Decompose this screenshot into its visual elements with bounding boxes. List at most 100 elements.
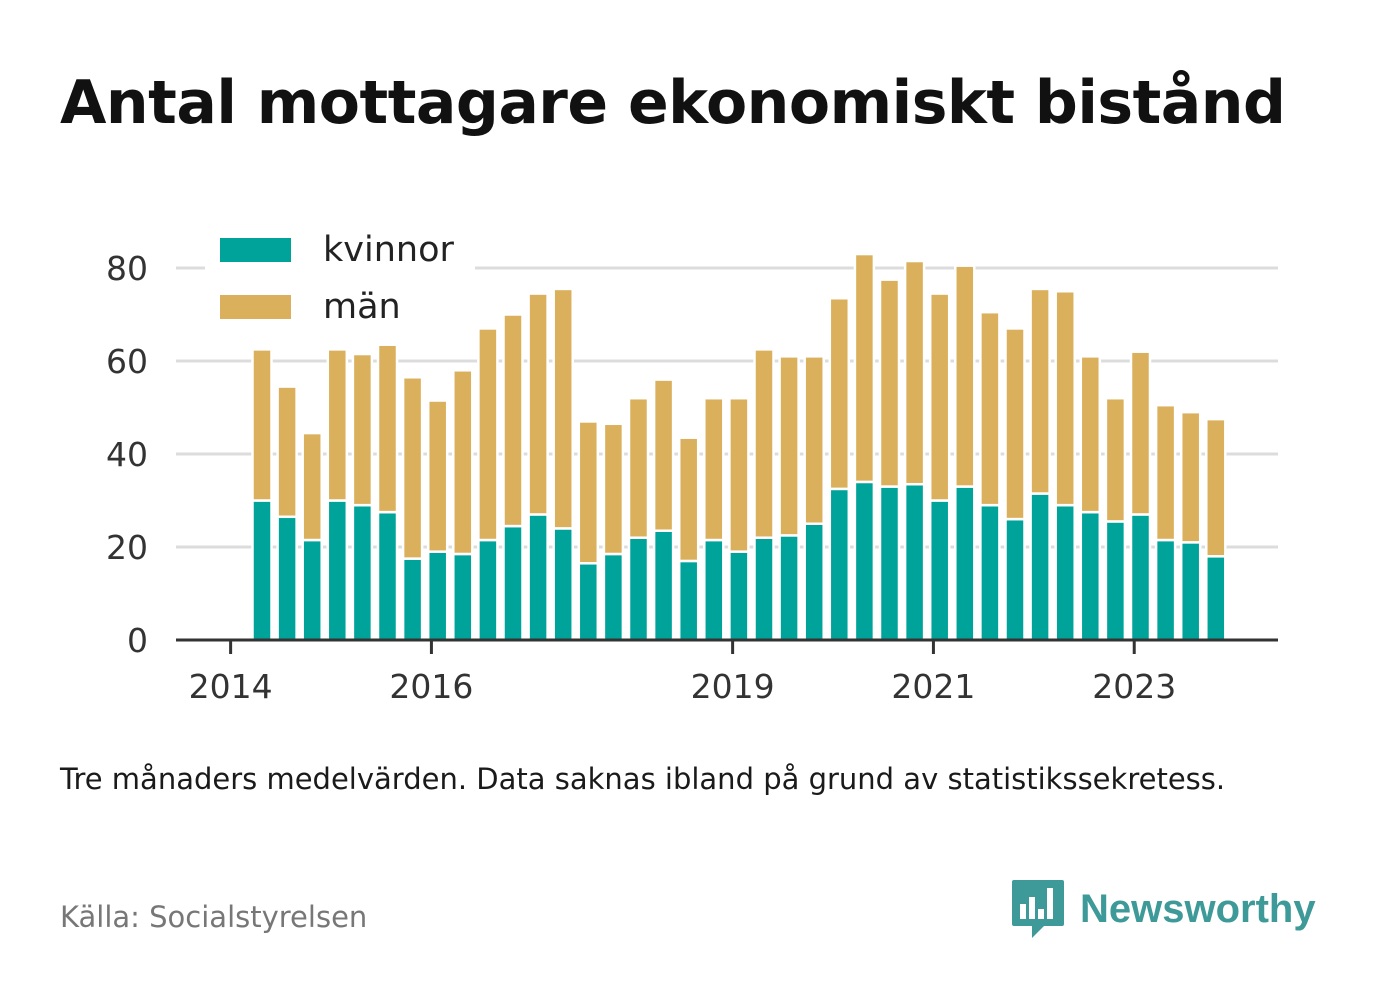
- bar-segment-kvinnor: [753, 536, 775, 642]
- bar-segment-kvinnor: [251, 499, 273, 642]
- bar-segment-kvinnor: [853, 480, 876, 642]
- bar-segment-kvinnor: [1179, 541, 1202, 642]
- bar-segment-man: [1004, 327, 1026, 521]
- bar-segment-man: [602, 422, 625, 556]
- bar-segment-man: [477, 327, 499, 542]
- logo-text: Newsworthy: [1080, 886, 1316, 931]
- bar-segment-man: [652, 378, 675, 532]
- bar-segment-kvinnor: [1029, 492, 1051, 642]
- bar-segment-kvinnor: [803, 522, 825, 642]
- bar-segment-man: [903, 259, 926, 486]
- chart-title: Antal mottagare ekonomiskt bistånd: [60, 68, 1286, 138]
- bar-segment-kvinnor: [677, 559, 700, 642]
- bar-segment-kvinnor: [276, 515, 298, 642]
- bar-segment-man: [351, 352, 374, 507]
- bar-segment-man: [301, 431, 323, 542]
- bar-segment-man: [1179, 410, 1202, 544]
- bar-segment-kvinnor: [979, 503, 1001, 642]
- bar-segment-man: [703, 396, 725, 542]
- bar-segment-kvinnor: [728, 550, 750, 642]
- y-tick-label: 80: [106, 249, 148, 288]
- bar-segment-kvinnor: [778, 534, 800, 642]
- bar-segment-man: [803, 355, 825, 525]
- bar-segment-man: [452, 369, 474, 556]
- bar-segment-man: [577, 420, 600, 565]
- bar-segment-man: [251, 348, 273, 502]
- bar-segment-kvinnor: [903, 482, 926, 642]
- bar-segment-man: [1104, 396, 1127, 523]
- bar-segment-kvinnor: [878, 485, 901, 642]
- bar-segment-kvinnor: [351, 503, 374, 642]
- axes: 0 20 40 60 80 2014 2016 2019 2021 2023: [106, 249, 1278, 706]
- y-tick-label: 40: [106, 435, 148, 474]
- bar-segment-man: [753, 348, 775, 539]
- source-credit: Källa: Socialstyrelsen: [60, 900, 368, 934]
- bar-segment-kvinnor: [301, 538, 323, 642]
- bar-segment-man: [627, 396, 650, 539]
- bar-segment-kvinnor: [552, 527, 574, 642]
- bar-segment-man: [552, 287, 574, 530]
- x-tick-label: 2023: [1092, 667, 1176, 706]
- bar-segment-man: [502, 313, 524, 528]
- bar-segment-man: [1079, 355, 1102, 514]
- bar-segment-kvinnor: [954, 485, 976, 642]
- bar-segment-kvinnor: [376, 510, 399, 642]
- bar-segment-man: [1029, 287, 1051, 495]
- bar-segment-kvinnor: [602, 552, 625, 642]
- bar-chart-speech-bubble-icon: [1012, 880, 1064, 938]
- bar-segment-kvinnor: [1154, 538, 1177, 642]
- bar-segment-kvinnor: [703, 538, 725, 642]
- legend-swatch: [220, 238, 291, 262]
- bar-segment-kvinnor: [527, 513, 549, 642]
- bar-segment-man: [954, 264, 976, 488]
- bar-segment-man: [979, 310, 1001, 507]
- y-tick-label: 60: [106, 342, 148, 381]
- bar-segment-kvinnor: [828, 487, 851, 642]
- bar-segment-kvinnor: [1129, 513, 1152, 642]
- bar-segment-kvinnor: [577, 562, 600, 642]
- bar-segment-kvinnor: [627, 536, 650, 642]
- bar-segment-man: [1205, 417, 1227, 558]
- y-tick-label: 20: [106, 528, 148, 567]
- bar-segment-man: [878, 278, 901, 488]
- legend: kvinnor män: [205, 226, 475, 338]
- bar-segment-man: [778, 355, 800, 537]
- bar-segment-kvinnor: [1205, 555, 1227, 642]
- bar-segment-man: [1129, 350, 1152, 516]
- bar-segment-kvinnor: [502, 524, 524, 642]
- bar-segment-man: [1154, 403, 1177, 542]
- bar-segment-kvinnor: [1004, 517, 1026, 642]
- bar-segment-man: [853, 252, 876, 484]
- bar-segment-man: [677, 436, 700, 563]
- legend-swatch: [220, 295, 291, 319]
- x-tick-label: 2019: [691, 667, 775, 706]
- y-tick-label: 0: [127, 621, 148, 660]
- bar-segment-kvinnor: [1054, 503, 1076, 642]
- x-tick-label: 2016: [389, 667, 473, 706]
- chart-note: Tre månaders medelvärden. Data saknas ib…: [60, 762, 1226, 796]
- x-tick-label: 2014: [189, 667, 273, 706]
- bar-segment-kvinnor: [426, 550, 449, 642]
- bar-segment-man: [928, 292, 951, 502]
- bar-segment-kvinnor: [401, 557, 424, 642]
- bar-segment-man: [426, 399, 449, 553]
- bar-segment-kvinnor: [326, 499, 349, 642]
- bar-segment-kvinnor: [1104, 520, 1127, 642]
- legend-label: kvinnor: [323, 230, 454, 270]
- bar-segment-man: [276, 385, 298, 519]
- bar-segment-man: [728, 396, 750, 553]
- legend-label: män: [323, 287, 401, 327]
- bar-segment-kvinnor: [1079, 510, 1102, 642]
- bar-segment-man: [527, 292, 549, 516]
- bar-segment-man: [401, 376, 424, 560]
- bar-segment-kvinnor: [477, 538, 499, 642]
- bar-segment-man: [1054, 290, 1076, 507]
- bar-segment-man: [376, 343, 399, 514]
- x-tick-label: 2021: [891, 667, 975, 706]
- bar-segment-kvinnor: [928, 499, 951, 642]
- bar-segment-kvinnor: [652, 529, 675, 642]
- bar-segment-kvinnor: [452, 552, 474, 642]
- newsworthy-logo: Newsworthy: [1010, 878, 1316, 940]
- bar-segment-man: [828, 296, 851, 491]
